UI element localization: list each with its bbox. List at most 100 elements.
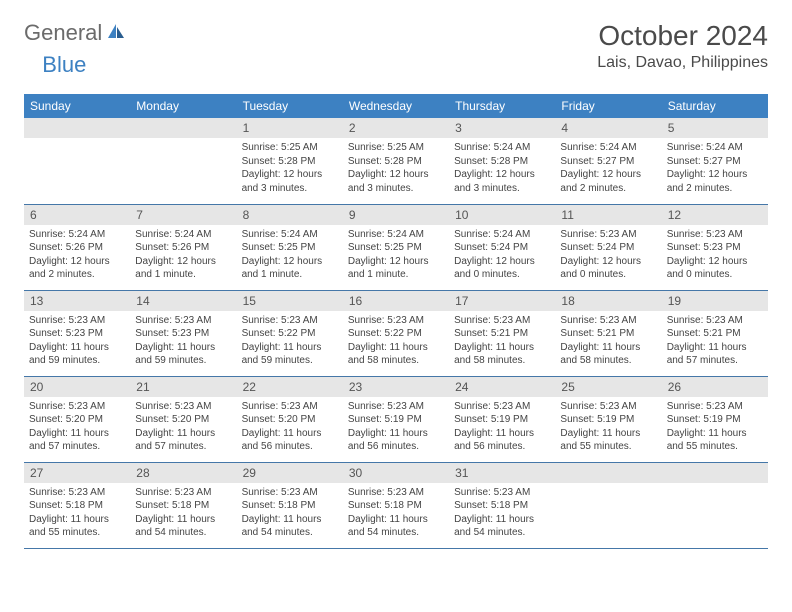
daylight-text: Daylight: 11 hours and 55 minutes. bbox=[667, 427, 763, 454]
sunrise-text: Sunrise: 5:23 AM bbox=[135, 486, 231, 500]
day-cell: 8Sunrise: 5:24 AMSunset: 5:25 PMDaylight… bbox=[237, 204, 343, 290]
week-row: 1Sunrise: 5:25 AMSunset: 5:28 PMDaylight… bbox=[24, 118, 768, 204]
day-content: Sunrise: 5:24 AMSunset: 5:25 PMDaylight:… bbox=[237, 225, 343, 286]
day-cell: 30Sunrise: 5:23 AMSunset: 5:18 PMDayligh… bbox=[343, 462, 449, 548]
sunset-text: Sunset: 5:24 PM bbox=[454, 241, 550, 255]
sunrise-text: Sunrise: 5:23 AM bbox=[348, 400, 444, 414]
sunrise-text: Sunrise: 5:24 AM bbox=[348, 228, 444, 242]
daylight-text: Daylight: 11 hours and 54 minutes. bbox=[135, 513, 231, 540]
day-content: Sunrise: 5:23 AMSunset: 5:21 PMDaylight:… bbox=[555, 311, 661, 372]
day-cell: 15Sunrise: 5:23 AMSunset: 5:22 PMDayligh… bbox=[237, 290, 343, 376]
day-number: 16 bbox=[343, 291, 449, 311]
sunset-text: Sunset: 5:18 PM bbox=[135, 499, 231, 513]
daylight-text: Daylight: 11 hours and 54 minutes. bbox=[454, 513, 550, 540]
sunrise-text: Sunrise: 5:23 AM bbox=[454, 486, 550, 500]
title-block: October 2024 Lais, Davao, Philippines bbox=[597, 20, 768, 72]
daylight-text: Daylight: 11 hours and 55 minutes. bbox=[29, 513, 125, 540]
sunset-text: Sunset: 5:26 PM bbox=[135, 241, 231, 255]
sunrise-text: Sunrise: 5:24 AM bbox=[454, 228, 550, 242]
day-content: Sunrise: 5:23 AMSunset: 5:18 PMDaylight:… bbox=[237, 483, 343, 544]
day-number: 28 bbox=[130, 463, 236, 483]
daylight-text: Daylight: 12 hours and 2 minutes. bbox=[29, 255, 125, 282]
sunset-text: Sunset: 5:19 PM bbox=[560, 413, 656, 427]
sunrise-text: Sunrise: 5:24 AM bbox=[135, 228, 231, 242]
day-content: Sunrise: 5:23 AMSunset: 5:21 PMDaylight:… bbox=[449, 311, 555, 372]
day-cell: 26Sunrise: 5:23 AMSunset: 5:19 PMDayligh… bbox=[662, 376, 768, 462]
dayhead: Sunday bbox=[24, 94, 130, 118]
day-content: Sunrise: 5:24 AMSunset: 5:26 PMDaylight:… bbox=[24, 225, 130, 286]
sunset-text: Sunset: 5:18 PM bbox=[454, 499, 550, 513]
sunset-text: Sunset: 5:18 PM bbox=[348, 499, 444, 513]
day-number: 11 bbox=[555, 205, 661, 225]
sunrise-text: Sunrise: 5:23 AM bbox=[667, 314, 763, 328]
sunrise-text: Sunrise: 5:23 AM bbox=[667, 400, 763, 414]
day-cell: 3Sunrise: 5:24 AMSunset: 5:28 PMDaylight… bbox=[449, 118, 555, 204]
day-content: Sunrise: 5:23 AMSunset: 5:20 PMDaylight:… bbox=[130, 397, 236, 458]
daylight-text: Daylight: 12 hours and 1 minute. bbox=[242, 255, 338, 282]
day-cell: 11Sunrise: 5:23 AMSunset: 5:24 PMDayligh… bbox=[555, 204, 661, 290]
daylight-text: Daylight: 11 hours and 58 minutes. bbox=[560, 341, 656, 368]
day-cell: 5Sunrise: 5:24 AMSunset: 5:27 PMDaylight… bbox=[662, 118, 768, 204]
day-content bbox=[130, 138, 236, 188]
daylight-text: Daylight: 12 hours and 1 minute. bbox=[348, 255, 444, 282]
day-content: Sunrise: 5:25 AMSunset: 5:28 PMDaylight:… bbox=[343, 138, 449, 199]
day-cell: 14Sunrise: 5:23 AMSunset: 5:23 PMDayligh… bbox=[130, 290, 236, 376]
day-content: Sunrise: 5:23 AMSunset: 5:23 PMDaylight:… bbox=[662, 225, 768, 286]
sunrise-text: Sunrise: 5:24 AM bbox=[29, 228, 125, 242]
sunrise-text: Sunrise: 5:23 AM bbox=[29, 314, 125, 328]
day-number: 15 bbox=[237, 291, 343, 311]
week-row: 13Sunrise: 5:23 AMSunset: 5:23 PMDayligh… bbox=[24, 290, 768, 376]
day-cell: 16Sunrise: 5:23 AMSunset: 5:22 PMDayligh… bbox=[343, 290, 449, 376]
sunset-text: Sunset: 5:25 PM bbox=[242, 241, 338, 255]
sunrise-text: Sunrise: 5:23 AM bbox=[348, 314, 444, 328]
day-content: Sunrise: 5:24 AMSunset: 5:28 PMDaylight:… bbox=[449, 138, 555, 199]
daylight-text: Daylight: 12 hours and 3 minutes. bbox=[242, 168, 338, 195]
daylight-text: Daylight: 11 hours and 56 minutes. bbox=[454, 427, 550, 454]
sunrise-text: Sunrise: 5:23 AM bbox=[242, 486, 338, 500]
daylight-text: Daylight: 11 hours and 57 minutes. bbox=[667, 341, 763, 368]
day-number: 22 bbox=[237, 377, 343, 397]
day-content: Sunrise: 5:23 AMSunset: 5:23 PMDaylight:… bbox=[130, 311, 236, 372]
dayhead: Thursday bbox=[449, 94, 555, 118]
day-number: 2 bbox=[343, 118, 449, 138]
day-content: Sunrise: 5:23 AMSunset: 5:20 PMDaylight:… bbox=[237, 397, 343, 458]
day-number: 19 bbox=[662, 291, 768, 311]
calendar-body: 1Sunrise: 5:25 AMSunset: 5:28 PMDaylight… bbox=[24, 118, 768, 548]
sunset-text: Sunset: 5:18 PM bbox=[242, 499, 338, 513]
day-cell bbox=[24, 118, 130, 204]
calendar-table: SundayMondayTuesdayWednesdayThursdayFrid… bbox=[24, 94, 768, 549]
day-cell: 7Sunrise: 5:24 AMSunset: 5:26 PMDaylight… bbox=[130, 204, 236, 290]
daylight-text: Daylight: 11 hours and 54 minutes. bbox=[348, 513, 444, 540]
day-number: 9 bbox=[343, 205, 449, 225]
day-content: Sunrise: 5:23 AMSunset: 5:19 PMDaylight:… bbox=[555, 397, 661, 458]
daylight-text: Daylight: 11 hours and 59 minutes. bbox=[29, 341, 125, 368]
daylight-text: Daylight: 12 hours and 0 minutes. bbox=[560, 255, 656, 282]
daylight-text: Daylight: 11 hours and 58 minutes. bbox=[454, 341, 550, 368]
sunset-text: Sunset: 5:21 PM bbox=[454, 327, 550, 341]
daylight-text: Daylight: 11 hours and 59 minutes. bbox=[242, 341, 338, 368]
day-number bbox=[24, 118, 130, 138]
day-cell: 27Sunrise: 5:23 AMSunset: 5:18 PMDayligh… bbox=[24, 462, 130, 548]
day-content: Sunrise: 5:23 AMSunset: 5:18 PMDaylight:… bbox=[24, 483, 130, 544]
sunset-text: Sunset: 5:20 PM bbox=[135, 413, 231, 427]
day-content: Sunrise: 5:25 AMSunset: 5:28 PMDaylight:… bbox=[237, 138, 343, 199]
day-content: Sunrise: 5:23 AMSunset: 5:19 PMDaylight:… bbox=[662, 397, 768, 458]
day-content: Sunrise: 5:23 AMSunset: 5:19 PMDaylight:… bbox=[449, 397, 555, 458]
sunset-text: Sunset: 5:19 PM bbox=[667, 413, 763, 427]
sunset-text: Sunset: 5:28 PM bbox=[348, 155, 444, 169]
sunrise-text: Sunrise: 5:23 AM bbox=[454, 314, 550, 328]
day-number bbox=[555, 463, 661, 483]
day-content: Sunrise: 5:24 AMSunset: 5:26 PMDaylight:… bbox=[130, 225, 236, 286]
location: Lais, Davao, Philippines bbox=[597, 54, 768, 72]
sunset-text: Sunset: 5:20 PM bbox=[29, 413, 125, 427]
day-number: 5 bbox=[662, 118, 768, 138]
week-row: 27Sunrise: 5:23 AMSunset: 5:18 PMDayligh… bbox=[24, 462, 768, 548]
sunrise-text: Sunrise: 5:23 AM bbox=[454, 400, 550, 414]
day-cell: 1Sunrise: 5:25 AMSunset: 5:28 PMDaylight… bbox=[237, 118, 343, 204]
sunset-text: Sunset: 5:27 PM bbox=[560, 155, 656, 169]
sunrise-text: Sunrise: 5:23 AM bbox=[667, 228, 763, 242]
day-number: 23 bbox=[343, 377, 449, 397]
sunset-text: Sunset: 5:28 PM bbox=[454, 155, 550, 169]
sunset-text: Sunset: 5:18 PM bbox=[29, 499, 125, 513]
logo-text-general: General bbox=[24, 20, 102, 46]
